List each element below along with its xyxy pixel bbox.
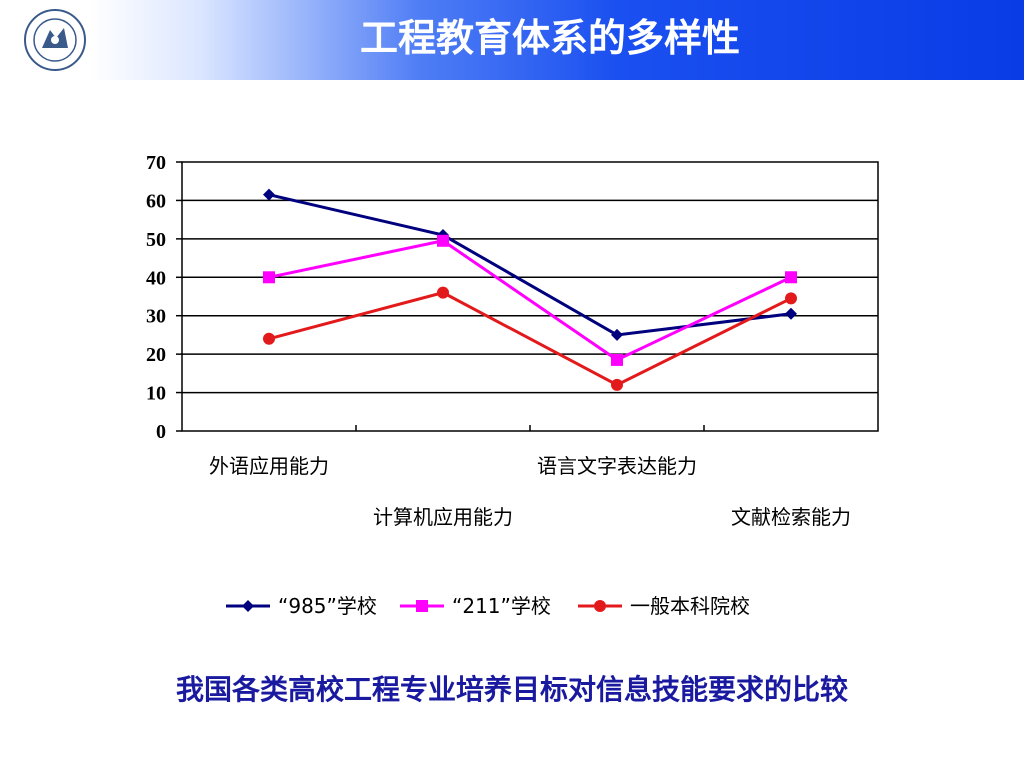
legend-item: “211”学校	[400, 594, 551, 618]
y-tick-label: 20	[146, 344, 166, 366]
category-label: 语言文字表达能力	[537, 454, 697, 478]
y-tick-label: 50	[146, 229, 166, 251]
header-bar: 工程教育体系的多样性	[0, 0, 1024, 80]
data-point	[242, 600, 254, 612]
series-lines	[263, 188, 797, 391]
y-tick-label: 40	[146, 267, 166, 289]
y-tick-label: 10	[146, 383, 166, 405]
legend-label: “985”学校	[278, 594, 377, 618]
legend-label: 一般本科院校	[630, 594, 750, 618]
data-point	[611, 353, 623, 366]
data-point	[785, 292, 797, 305]
series-line	[268, 193, 792, 337]
legend-item: 一般本科院校	[578, 594, 750, 618]
legend-label: “211”学校	[452, 594, 551, 618]
data-point	[611, 378, 623, 391]
series-3	[263, 286, 797, 391]
university-logo	[24, 9, 86, 71]
data-point	[437, 234, 449, 247]
data-point	[785, 307, 797, 320]
data-point	[594, 600, 606, 612]
series-line	[268, 239, 792, 362]
data-point	[611, 328, 623, 341]
y-tick-label: 0	[156, 421, 166, 443]
category-label: 外语应用能力	[209, 454, 329, 478]
y-tick-label: 70	[146, 152, 166, 174]
data-point	[263, 188, 275, 201]
data-point	[437, 286, 449, 299]
data-point	[263, 332, 275, 345]
chart-caption: 我国各类高校工程专业培养目标对信息技能要求的比较	[175, 673, 848, 706]
page-title: 工程教育体系的多样性	[359, 16, 740, 60]
gridlines	[182, 199, 878, 394]
legend: “985”学校 “211”学校 一般本科院校	[226, 594, 750, 618]
category-label: 计算机应用能力	[373, 505, 513, 529]
y-tick-labels: 0 10 20 30 40 50 60 70	[146, 152, 182, 443]
data-point	[785, 271, 797, 284]
category-label: 文献检索能力	[731, 505, 851, 529]
series-line	[268, 291, 792, 387]
data-point	[263, 271, 275, 284]
data-point	[416, 600, 428, 612]
plot-frame	[181, 161, 879, 432]
series-1	[263, 188, 797, 341]
y-tick-label: 30	[146, 306, 166, 328]
series-2	[263, 234, 797, 366]
y-tick-label: 60	[146, 190, 166, 212]
legend-item: “985”学校	[226, 594, 377, 618]
x-tick-marks	[355, 425, 705, 431]
